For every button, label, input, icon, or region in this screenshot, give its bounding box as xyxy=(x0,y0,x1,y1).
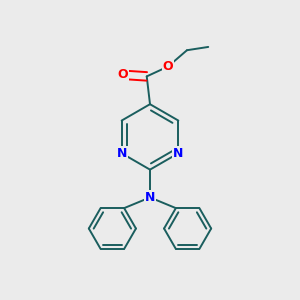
Text: N: N xyxy=(145,191,155,204)
Text: O: O xyxy=(117,68,128,81)
Text: O: O xyxy=(163,60,173,73)
Text: N: N xyxy=(173,147,184,160)
Text: N: N xyxy=(116,147,127,160)
